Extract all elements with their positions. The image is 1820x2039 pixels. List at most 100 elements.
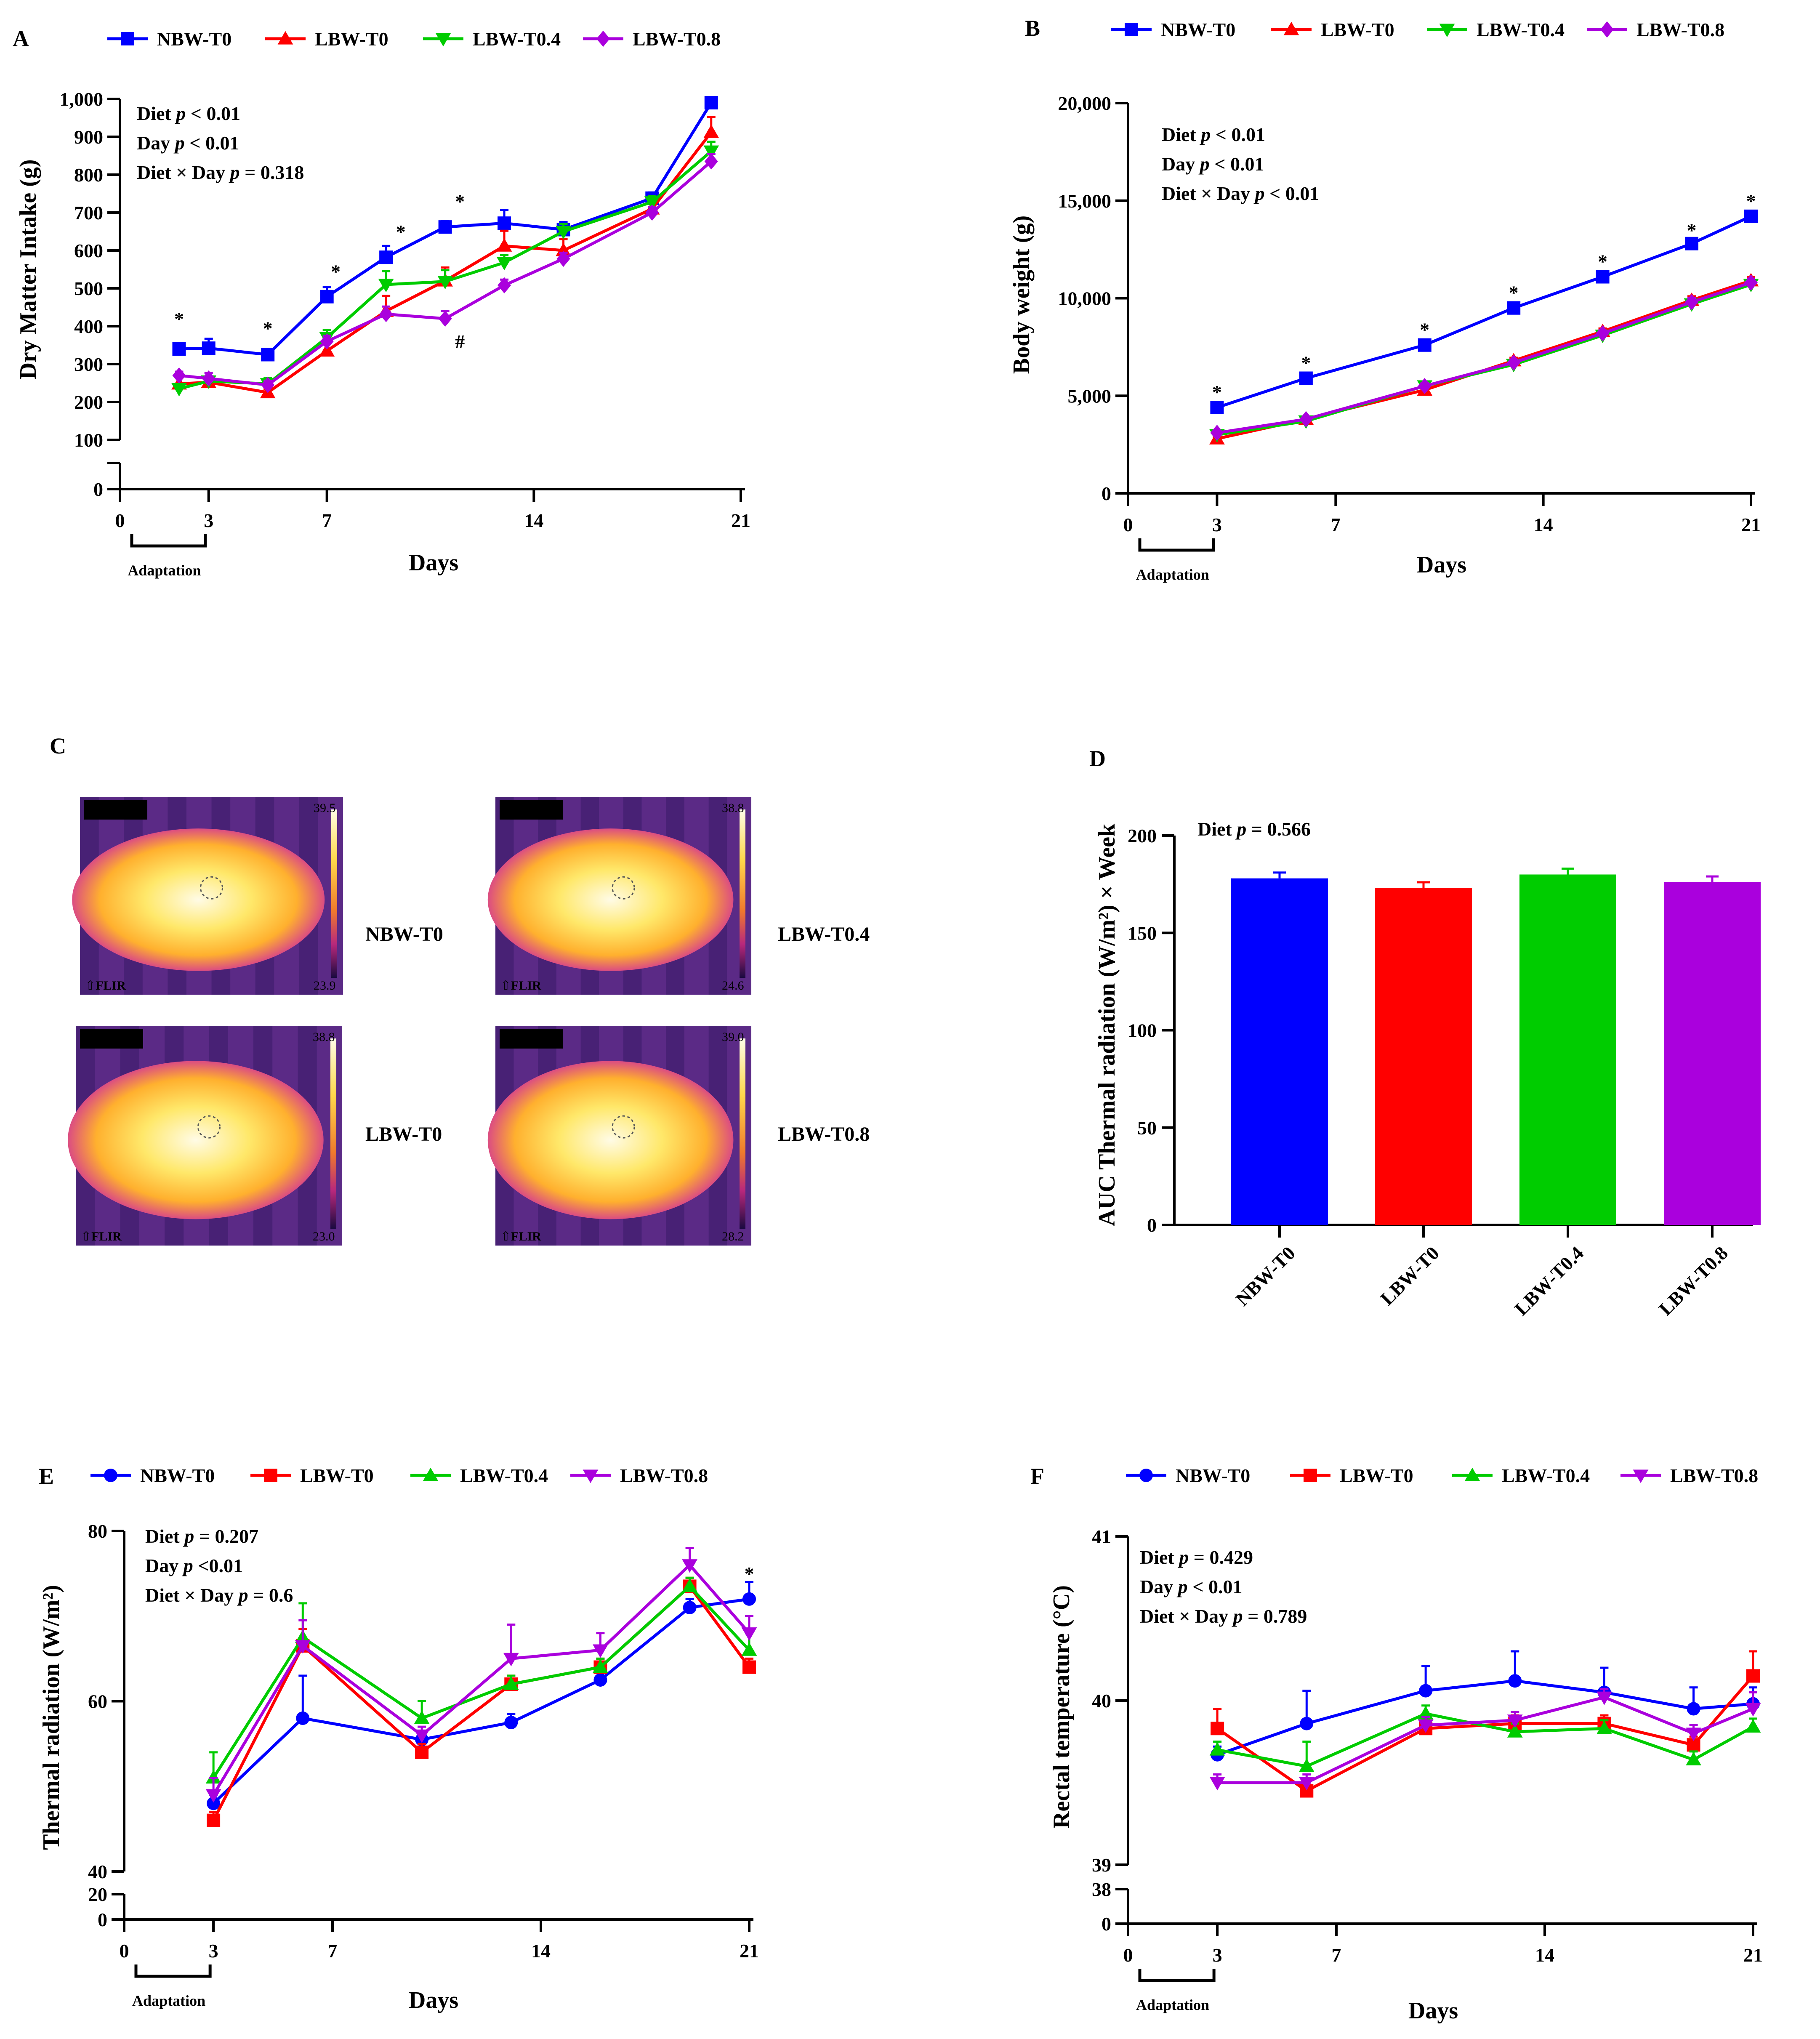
series-line-e-1 bbox=[212, 1584, 750, 1821]
data-point-e-0-3 bbox=[504, 1716, 518, 1730]
legend-label-e-3: LBW-T0.8 bbox=[620, 1465, 708, 1486]
panel-label-f: F bbox=[1030, 1464, 1044, 1489]
data-point-a-0-6 bbox=[498, 216, 511, 230]
x-tick-label-b-3: 14 bbox=[1534, 514, 1553, 535]
y-tick-label-e-2: 80 bbox=[88, 1520, 107, 1542]
data-point-e-0-4 bbox=[593, 1673, 607, 1687]
stat-line-f-1: Day p < 0.01 bbox=[1140, 1576, 1242, 1597]
data-point-b-3-4 bbox=[1596, 325, 1610, 342]
y-axis-title-a: Dry Matter Intake (g) bbox=[15, 159, 41, 379]
data-point-e-3-6 bbox=[741, 1627, 757, 1641]
thermal-image-3: 38.5 °C 39.0 28.2 ⇧FLIR bbox=[487, 1026, 751, 1246]
adaptation-bracket-b bbox=[1138, 538, 1215, 552]
y-tick-label-b-3: 15,000 bbox=[1058, 190, 1112, 212]
thermal-scale-min-1: 24.6 bbox=[722, 979, 744, 993]
annotation-e-0: * bbox=[745, 1563, 754, 1584]
panel-label-b: B bbox=[1025, 16, 1040, 41]
annotation-a-3: * bbox=[396, 221, 406, 242]
x-tick-label-a-2: 7 bbox=[322, 510, 332, 531]
data-point-a-2-4 bbox=[378, 279, 394, 293]
legend-label-f-2: LBW-T0.4 bbox=[1502, 1465, 1590, 1486]
data-point-b-0-5 bbox=[1685, 237, 1699, 250]
data-point-f-0-5 bbox=[1687, 1702, 1700, 1716]
thermal-unit-2: °C bbox=[123, 1028, 137, 1042]
adaptation-label-f: Adaptation bbox=[1136, 1996, 1209, 2013]
legend-marker-b-1 bbox=[1283, 21, 1299, 35]
data-point-f-2-3 bbox=[1507, 1724, 1523, 1738]
data-point-a-0-1 bbox=[202, 341, 216, 355]
bar-d-0 bbox=[1231, 878, 1328, 1225]
data-point-e-0-5 bbox=[683, 1601, 697, 1615]
data-point-e-3-3 bbox=[503, 1653, 519, 1666]
thermal-hud-bg-2 bbox=[80, 1029, 143, 1049]
x-tick-label-e-1: 3 bbox=[209, 1940, 218, 1962]
legend-label-a-1: LBW-T0 bbox=[315, 28, 388, 50]
legend-marker-e-0 bbox=[104, 1469, 117, 1482]
x-tick-label-f-1: 3 bbox=[1213, 1944, 1222, 1966]
thermal-crosshair-3 bbox=[612, 1115, 635, 1139]
data-point-f-2-5 bbox=[1686, 1752, 1701, 1765]
y-break-label-e-0: 0 bbox=[98, 1909, 107, 1930]
thermal-spot-temp-0: 38.9 bbox=[88, 802, 114, 819]
data-point-b-0-0 bbox=[1210, 401, 1224, 415]
x-tick-label-a-4: 21 bbox=[731, 510, 750, 531]
thermal-scale-3 bbox=[740, 1038, 745, 1229]
data-point-f-2-1 bbox=[1298, 1758, 1314, 1772]
y-break-label-a-0: 0 bbox=[93, 479, 103, 500]
stat-line-f-2: Diet × Day p = 0.789 bbox=[1140, 1605, 1307, 1627]
annotation-b-3: * bbox=[1509, 282, 1519, 303]
bar-d-3 bbox=[1664, 882, 1761, 1225]
legend-label-f-0: NBW-T0 bbox=[1176, 1465, 1250, 1486]
annotation-a-4: * bbox=[455, 191, 465, 212]
thermal-scale-max-2: 38.8 bbox=[313, 1030, 335, 1044]
data-point-a-1-3 bbox=[319, 343, 335, 357]
thermal-crosshair-1 bbox=[612, 876, 635, 900]
x-axis-title-b: Days bbox=[1417, 552, 1466, 578]
stat-line-a-1: Day p < 0.01 bbox=[137, 132, 239, 154]
x-tick-label-d-1: LBW-T0 bbox=[1376, 1242, 1444, 1310]
data-point-a-2-9 bbox=[703, 145, 719, 159]
data-point-a-0-5 bbox=[438, 220, 452, 234]
thermal-scale-1 bbox=[740, 809, 745, 978]
thermal-hud-bg-0 bbox=[84, 800, 147, 820]
thermal-spot-temp-2: 38.5 bbox=[83, 1031, 110, 1048]
data-point-b-3-2 bbox=[1418, 378, 1432, 394]
legend-marker-f-0 bbox=[1139, 1469, 1153, 1482]
y-tick-label-a-9: 1,000 bbox=[60, 88, 104, 110]
x-tick-label-e-0: 0 bbox=[120, 1940, 129, 1962]
data-point-f-0-3 bbox=[1508, 1674, 1522, 1688]
legend-label-e-1: LBW-T0 bbox=[300, 1465, 374, 1486]
data-point-b-3-1 bbox=[1299, 411, 1313, 428]
y-tick-label-a-4: 500 bbox=[74, 278, 103, 299]
x-axis-title-e: Days bbox=[409, 1987, 458, 2013]
thermal-unit-0: °C bbox=[127, 799, 141, 813]
series-line-a-1 bbox=[179, 131, 713, 394]
data-point-e-2-6 bbox=[741, 1642, 757, 1656]
x-axis-title-f: Days bbox=[1408, 1998, 1458, 2024]
x-tick-label-d-3: LBW-T0.8 bbox=[1655, 1242, 1732, 1320]
data-point-a-0-3 bbox=[320, 290, 334, 303]
thermal-brand-3: ⇧FLIR bbox=[500, 1230, 541, 1243]
y-tick-label-a-6: 700 bbox=[74, 202, 103, 224]
y-tick-label-e-1: 60 bbox=[88, 1691, 107, 1712]
thermal-image-0: 38.9 °C 39.5 23.9 ⇧FLIR bbox=[72, 797, 343, 995]
panel-label-c: C bbox=[50, 733, 66, 759]
data-point-e-2-3 bbox=[503, 1676, 519, 1690]
data-point-e-1-2 bbox=[415, 1745, 429, 1759]
x-tick-label-b-0: 0 bbox=[1123, 514, 1133, 535]
adaptation-label-e: Adaptation bbox=[132, 1992, 205, 2009]
legend-label-b-3: LBW-T0.8 bbox=[1636, 19, 1724, 40]
annotation-b-5: * bbox=[1687, 219, 1697, 241]
stat-line-a-2: Diet × Day p = 0.318 bbox=[137, 162, 304, 183]
data-point-a-0-2 bbox=[261, 348, 275, 362]
series-line-e-2 bbox=[212, 1584, 750, 1779]
y-tick-label-b-0: 0 bbox=[1102, 483, 1111, 504]
legend-marker-a-3 bbox=[596, 30, 610, 47]
x-tick-label-b-1: 3 bbox=[1212, 514, 1222, 535]
legend-marker-b-0 bbox=[1125, 23, 1138, 36]
data-point-a-3-1 bbox=[202, 370, 216, 387]
thermal-scale-min-0: 23.9 bbox=[314, 979, 336, 993]
series-line-e-0 bbox=[212, 1597, 750, 1805]
y-break-label-e-1: 20 bbox=[88, 1884, 107, 1905]
